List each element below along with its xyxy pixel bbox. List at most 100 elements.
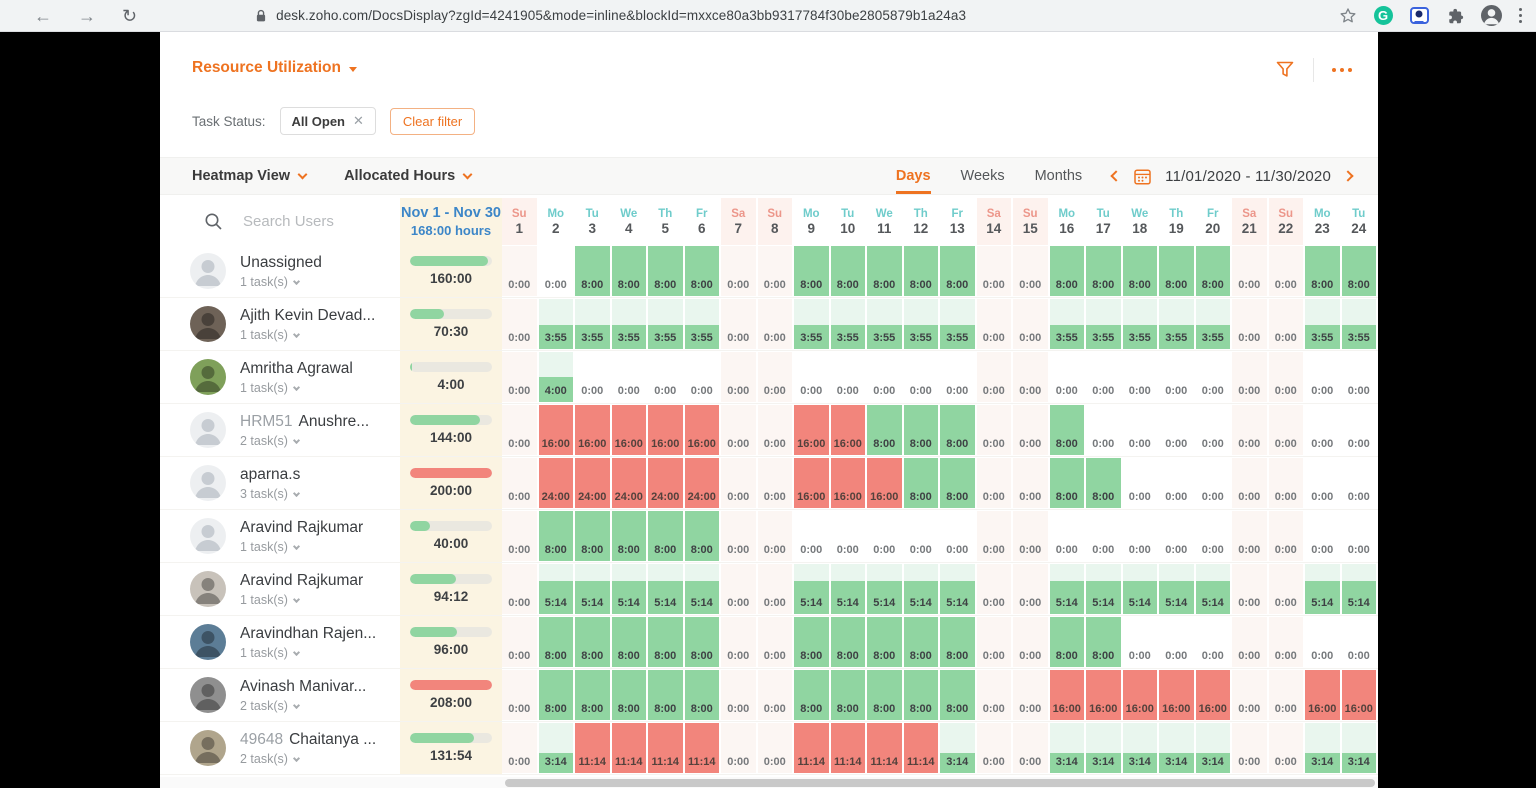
hour-cell[interactable]: 0:00 [1268, 246, 1303, 296]
hour-cell[interactable]: 5:14 [684, 564, 719, 614]
hour-cell[interactable]: 3:14 [538, 723, 573, 773]
hour-cell[interactable]: 11:14 [648, 723, 683, 773]
hour-cell[interactable]: 0:00 [1305, 617, 1340, 667]
hour-cell[interactable]: 8:00 [648, 617, 683, 667]
hour-cell[interactable]: 5:14 [830, 564, 865, 614]
hour-cell[interactable]: 8:00 [1305, 246, 1340, 296]
hour-cell[interactable]: 11:14 [903, 723, 938, 773]
hour-cell[interactable]: 0:00 [1232, 564, 1267, 614]
profile-avatar-icon[interactable] [1480, 5, 1502, 26]
hour-cell[interactable]: 3:55 [611, 299, 646, 349]
hour-cell[interactable]: 0:00 [976, 299, 1011, 349]
hour-cell[interactable]: 0:00 [502, 405, 537, 455]
hour-cell[interactable]: 0:00 [867, 352, 902, 402]
user-task-count[interactable]: 1 task(s) [240, 593, 363, 607]
hour-cell[interactable]: 0:00 [1268, 723, 1303, 773]
hour-cell[interactable]: 3:55 [538, 299, 573, 349]
hour-cell[interactable]: 0:00 [940, 352, 975, 402]
hour-cell[interactable]: 8:00 [1049, 405, 1084, 455]
hour-cell[interactable]: 16:00 [830, 405, 865, 455]
hour-cell[interactable]: 16:00 [1341, 670, 1376, 720]
hour-cell[interactable]: 8:00 [903, 670, 938, 720]
hour-cell[interactable]: 3:14 [1086, 723, 1121, 773]
hour-cell[interactable]: 8:00 [611, 511, 646, 561]
hour-cell[interactable]: 3:55 [1305, 299, 1340, 349]
hour-cell[interactable]: 11:14 [867, 723, 902, 773]
user-task-count[interactable]: 1 task(s) [240, 540, 363, 554]
hour-cell[interactable]: 8:00 [538, 617, 573, 667]
hour-cell[interactable]: 8:00 [940, 458, 975, 508]
hour-cell[interactable]: 0:00 [1049, 511, 1084, 561]
user-cell[interactable]: Aravindhan Rajen... 1 task(s) [160, 616, 400, 668]
hour-cell[interactable]: 11:14 [611, 723, 646, 773]
hour-cell[interactable]: 5:14 [1159, 564, 1194, 614]
more-options-icon[interactable] [1331, 67, 1352, 73]
date-range[interactable]: 11/01/2020 - 11/30/2020 [1165, 167, 1331, 185]
hour-cell[interactable]: 0:00 [684, 352, 719, 402]
hour-cell[interactable]: 0:00 [1305, 458, 1340, 508]
hour-cell[interactable]: 8:00 [538, 511, 573, 561]
hour-cell[interactable]: 8:00 [648, 246, 683, 296]
hour-cell[interactable]: 5:14 [648, 564, 683, 614]
hour-cell[interactable]: 0:00 [830, 511, 865, 561]
hour-cell[interactable]: 24:00 [575, 458, 610, 508]
hour-cell[interactable]: 0:00 [757, 564, 792, 614]
hour-cell[interactable]: 0:00 [976, 352, 1011, 402]
hour-cell[interactable]: 11:14 [575, 723, 610, 773]
hour-cell[interactable]: 0:00 [721, 458, 756, 508]
hour-cell[interactable]: 0:00 [1232, 723, 1267, 773]
hour-cell[interactable]: 16:00 [575, 405, 610, 455]
hour-cell[interactable]: 16:00 [1122, 670, 1157, 720]
hour-cell[interactable]: 0:00 [1305, 352, 1340, 402]
hour-cell[interactable]: 0:00 [976, 564, 1011, 614]
hour-cell[interactable]: 0:00 [1013, 564, 1048, 614]
user-task-count[interactable]: 3 task(s) [240, 487, 300, 501]
hour-cell[interactable]: 0:00 [757, 617, 792, 667]
user-cell[interactable]: Unassigned 1 task(s) [160, 245, 400, 297]
hour-cell[interactable]: 8:00 [538, 670, 573, 720]
hour-cell[interactable]: 3:55 [575, 299, 610, 349]
hour-cell[interactable]: 0:00 [1341, 352, 1376, 402]
hour-cell[interactable]: 8:00 [684, 511, 719, 561]
hour-cell[interactable]: 3:55 [903, 299, 938, 349]
hour-cell[interactable]: 0:00 [757, 458, 792, 508]
hour-cell[interactable]: 0:00 [867, 511, 902, 561]
hour-cell[interactable]: 8:00 [867, 405, 902, 455]
hour-cell[interactable]: 0:00 [1232, 617, 1267, 667]
hour-cell[interactable]: 0:00 [1086, 511, 1121, 561]
user-task-count[interactable]: 1 task(s) [240, 646, 376, 660]
hour-cell[interactable]: 0:00 [721, 617, 756, 667]
hour-cell[interactable]: 0:00 [502, 458, 537, 508]
hour-cell[interactable]: 0:00 [976, 723, 1011, 773]
hour-cell[interactable]: 0:00 [502, 246, 537, 296]
hour-cell[interactable]: 8:00 [867, 246, 902, 296]
hour-cell[interactable]: 8:00 [611, 246, 646, 296]
hour-cell[interactable]: 8:00 [794, 617, 829, 667]
hour-cell[interactable]: 8:00 [1086, 246, 1121, 296]
hour-cell[interactable]: 11:14 [794, 723, 829, 773]
hour-cell[interactable]: 8:00 [867, 617, 902, 667]
hour-cell[interactable]: 0:00 [721, 511, 756, 561]
hour-cell[interactable]: 3:55 [1195, 299, 1230, 349]
hour-cell[interactable]: 0:00 [502, 670, 537, 720]
hour-cell[interactable]: 8:00 [903, 617, 938, 667]
hour-cell[interactable]: 5:14 [1122, 564, 1157, 614]
hour-cell[interactable]: 0:00 [1232, 670, 1267, 720]
hour-cell[interactable]: 8:00 [1049, 617, 1084, 667]
hour-cell[interactable]: 0:00 [1232, 352, 1267, 402]
hour-cell[interactable]: 0:00 [721, 670, 756, 720]
hour-cell[interactable]: 0:00 [721, 299, 756, 349]
tab-months[interactable]: Months [1034, 168, 1083, 184]
browser-menu-icon[interactable] [1518, 7, 1522, 24]
hour-cell[interactable]: 0:00 [1013, 723, 1048, 773]
hour-cell[interactable]: 11:14 [684, 723, 719, 773]
hour-cell[interactable]: 3:14 [1305, 723, 1340, 773]
hour-cell[interactable]: 8:00 [903, 458, 938, 508]
hour-cell[interactable]: 5:14 [1195, 564, 1230, 614]
hour-cell[interactable]: 16:00 [1159, 670, 1194, 720]
hour-cell[interactable]: 0:00 [757, 299, 792, 349]
hour-cell[interactable]: 16:00 [1086, 670, 1121, 720]
hour-cell[interactable]: 0:00 [757, 352, 792, 402]
hour-cell[interactable]: 0:00 [648, 352, 683, 402]
hour-cell[interactable]: 8:00 [1086, 458, 1121, 508]
